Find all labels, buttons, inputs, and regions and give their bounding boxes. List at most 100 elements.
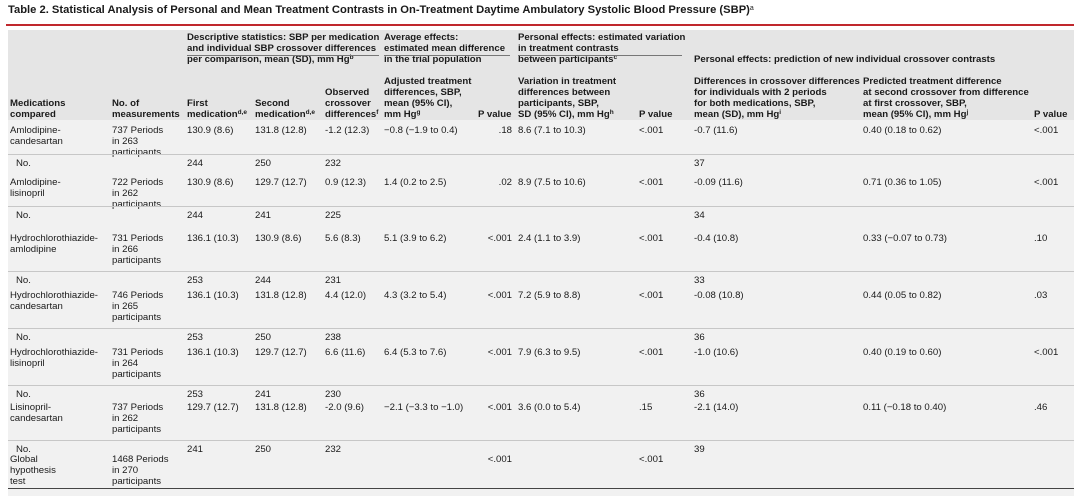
observed-difference-cell: 5.6 (8.3): [325, 233, 361, 244]
medications-compared-cell: Hydrochlorothiazide-amlodipine: [10, 233, 98, 255]
number-row-observed: 232: [325, 444, 342, 455]
col-header-observed-differences: Observed crossover differencesf: [325, 87, 379, 120]
table-title: Table 2. Statistical Analysis of Persona…: [8, 4, 754, 16]
measurements-cell: 737 Periods in 262 participants: [112, 402, 164, 435]
measurements-cell: 737 Periods in 263 participants: [112, 125, 164, 158]
col-header-adjusted-differences: Adjusted treatment differences, SBP, mean …: [384, 76, 472, 120]
p-value-2-cell: <.001: [639, 125, 664, 136]
first-medication-cell: 130.9 (8.6): [187, 125, 234, 136]
number-row-observed: 238: [325, 332, 342, 343]
measurements-cell: 722 Periods in 262 participants: [112, 177, 164, 210]
medications-compared-cell: Hydrochlorothiazide-lisinopril: [10, 347, 98, 369]
group-header-average-effects: Average effects: estimated mean differenc…: [384, 32, 506, 65]
variation-cell: 7.9 (6.3 to 9.5): [518, 347, 581, 358]
p-value-3-cell: .10: [1034, 233, 1048, 244]
number-row-label: No.: [16, 275, 31, 286]
number-row-differences: 36: [694, 332, 705, 343]
header-shade: [8, 30, 1074, 120]
number-row-second: 241: [255, 389, 272, 400]
observed-difference-cell: 4.4 (12.0): [325, 290, 367, 301]
p-value-2-cell: <.001: [639, 290, 664, 301]
crossover-difference-cell: -0.4 (10.8): [694, 233, 739, 244]
variation-cell: 2.4 (1.1 to 3.9): [518, 233, 581, 244]
second-medication-cell: 131.8 (12.8): [255, 125, 307, 136]
adjusted-difference-cell: 4.3 (3.2 to 5.4): [384, 290, 447, 301]
number-row-second: 250: [255, 444, 272, 455]
number-row-differences: 39: [694, 444, 705, 455]
global-test-measurements: 1468 Periods in 270 participants: [112, 454, 169, 487]
col-header-second-medication: Second medicationd,e: [255, 98, 316, 120]
bottom-rule: [8, 488, 1074, 489]
col-header-p-value-2: P value: [639, 109, 673, 120]
predicted-difference-cell: 0.44 (0.05 to 0.82): [863, 290, 942, 301]
number-row-first: 241: [187, 444, 204, 455]
col-header-variation: Variation in treatment differences betwee…: [518, 76, 617, 120]
group-rule-average: [384, 55, 510, 56]
global-test-p-value-2: <.001: [639, 454, 664, 465]
number-row-first: 253: [187, 332, 204, 343]
col-header-p-value: P value: [478, 109, 512, 120]
p-value-3-cell: .03: [1034, 290, 1048, 301]
number-row-observed: 231: [325, 275, 342, 286]
crossover-difference-cell: -1.0 (10.6): [694, 347, 739, 358]
number-row-second: 244: [255, 275, 272, 286]
measurements-cell: 746 Periods in 265 participants: [112, 290, 164, 323]
predicted-difference-cell: 0.71 (0.36 to 1.05): [863, 177, 942, 188]
predicted-difference-cell: 0.40 (0.19 to 0.60): [863, 347, 942, 358]
global-test-p-value: <.001: [487, 454, 512, 465]
adjusted-difference-cell: 1.4 (0.2 to 2.5): [384, 177, 447, 188]
medications-compared-cell: Amlodipine-candesartan: [10, 125, 63, 147]
number-row-band: [8, 154, 1074, 172]
p-value-3-cell: <.001: [1034, 347, 1059, 358]
variation-cell: 8.6 (7.1 to 10.3): [518, 125, 586, 136]
p-value-cell: .18: [498, 125, 512, 136]
crossover-difference-cell: -2.1 (14.0): [694, 402, 739, 413]
number-row-label: No.: [16, 158, 31, 169]
group-header-descriptive: Descriptive statistics: SBP per medicati…: [187, 32, 380, 65]
predicted-difference-cell: 0.40 (0.18 to 0.62): [863, 125, 942, 136]
col-header-predicted-difference: Predicted treatment difference at second …: [863, 76, 1029, 120]
crossover-difference-cell: -0.08 (10.8): [694, 290, 744, 301]
adjusted-difference-cell: 6.4 (5.3 to 7.6): [384, 347, 447, 358]
col-header-p-value-3: P value: [1034, 109, 1068, 120]
p-value-3-cell: .46: [1034, 402, 1048, 413]
p-value-cell: <.001: [487, 290, 512, 301]
number-row-first: 244: [187, 210, 204, 221]
p-value-cell: <.001: [487, 402, 512, 413]
col-header-first-medication: First medicationd,e: [187, 98, 248, 120]
number-row-label: No.: [16, 389, 31, 400]
number-row-differences: 36: [694, 389, 705, 400]
p-value-3-cell: <.001: [1034, 125, 1059, 136]
group-header-personal-variation: Personal effects: estimated variation in …: [518, 32, 686, 65]
group-rule-descriptive: [187, 55, 379, 56]
medications-compared-cell: Hydrochlorothiazide-candesartan: [10, 290, 98, 312]
crossover-difference-cell: -0.7 (11.6): [694, 125, 738, 136]
number-row-second: 250: [255, 158, 272, 169]
measurements-cell: 731 Periods in 266 participants: [112, 233, 164, 266]
global-test-label: Global hypothesis test: [10, 454, 56, 487]
number-row-observed: 232: [325, 158, 342, 169]
number-row-second: 241: [255, 210, 272, 221]
number-row-differences: 33: [694, 275, 705, 286]
crossover-difference-cell: -0.09 (11.6): [694, 177, 743, 188]
second-medication-cell: 131.8 (12.8): [255, 290, 307, 301]
first-medication-cell: 136.1 (10.3): [187, 233, 239, 244]
p-value-2-cell: .15: [639, 402, 653, 413]
number-row-band: [8, 385, 1074, 403]
second-medication-cell: 131.8 (12.8): [255, 402, 307, 413]
second-medication-cell: 129.7 (12.7): [255, 347, 307, 358]
p-value-2-cell: <.001: [639, 347, 664, 358]
p-value-2-cell: <.001: [639, 233, 664, 244]
number-row-band: [8, 206, 1074, 224]
first-medication-cell: 136.1 (10.3): [187, 347, 239, 358]
first-medication-cell: 130.9 (8.6): [187, 177, 234, 188]
observed-difference-cell: -2.0 (9.6): [325, 402, 364, 413]
p-value-cell: .02: [498, 177, 512, 188]
adjusted-difference-cell: −2.1 (−3.3 to −1.0): [384, 402, 464, 413]
col-header-crossover-differences: Differences in crossover differences for …: [694, 76, 860, 120]
p-value-cell: <.001: [487, 233, 512, 244]
p-value-cell: <.001: [487, 347, 512, 358]
number-row-label: No.: [16, 332, 31, 343]
first-medication-cell: 129.7 (12.7): [187, 402, 239, 413]
first-medication-cell: 136.1 (10.3): [187, 290, 239, 301]
